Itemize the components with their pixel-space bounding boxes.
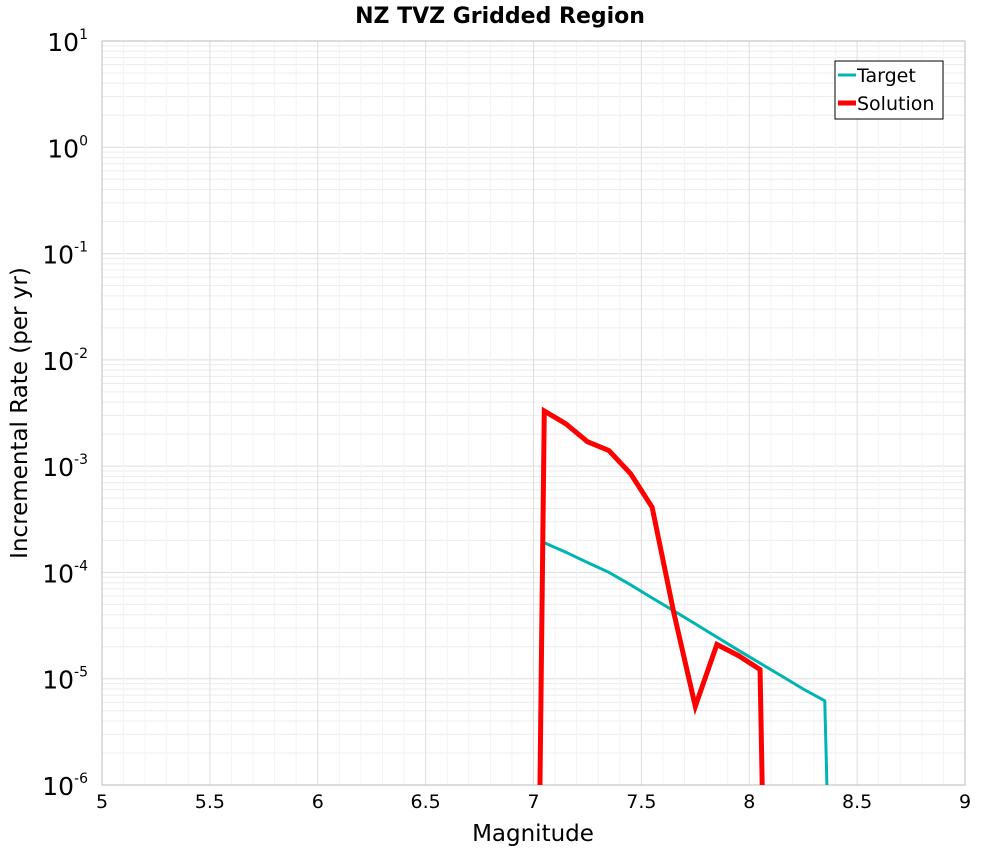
grid [101,41,966,786]
y-tick-label: 101 [47,27,88,57]
x-tick-label: 5 [96,791,108,813]
plot-frame [101,40,966,786]
y-axis-label: Incremental Rate (per yr) [7,267,33,559]
y-tick-label: 10-3 [42,452,88,482]
legend-box [834,60,944,120]
legend-label-solution: Solution [857,93,934,115]
y-tick-label: 100 [47,133,88,163]
legend-label-target: Target [856,65,916,87]
x-tick-label: 7 [527,791,539,813]
x-tick-label: 7.5 [626,791,656,813]
x-tick-label: 9 [959,791,971,813]
series-layer [537,406,829,786]
legend: Target Solution [834,60,944,120]
chart-title: NZ TVZ Gridded Region [355,4,645,29]
y-tick-label: 10-6 [42,771,88,801]
x-axis-label: Magnitude [472,821,594,847]
x-tick-label: 8 [743,791,755,813]
y-tick-label: 10-1 [42,240,88,270]
x-tick-labels: 5 5.5 6 6.5 7 7.5 8 8.5 9 [96,791,971,813]
x-tick-label: 8.5 [842,791,872,813]
y-tick-labels: 101 100 10-1 10-2 10-3 10-4 10-5 10-6 [42,27,88,801]
y-tick-label: 10-5 [42,665,88,695]
y-tick-label: 10-2 [42,346,88,376]
x-tick-label: 6.5 [411,791,441,813]
series-line-solution [537,406,765,786]
series-line-target [543,541,829,786]
x-tick-label: 5.5 [195,791,225,813]
y-tick-label: 10-4 [42,558,88,588]
x-tick-label: 6 [312,791,324,813]
